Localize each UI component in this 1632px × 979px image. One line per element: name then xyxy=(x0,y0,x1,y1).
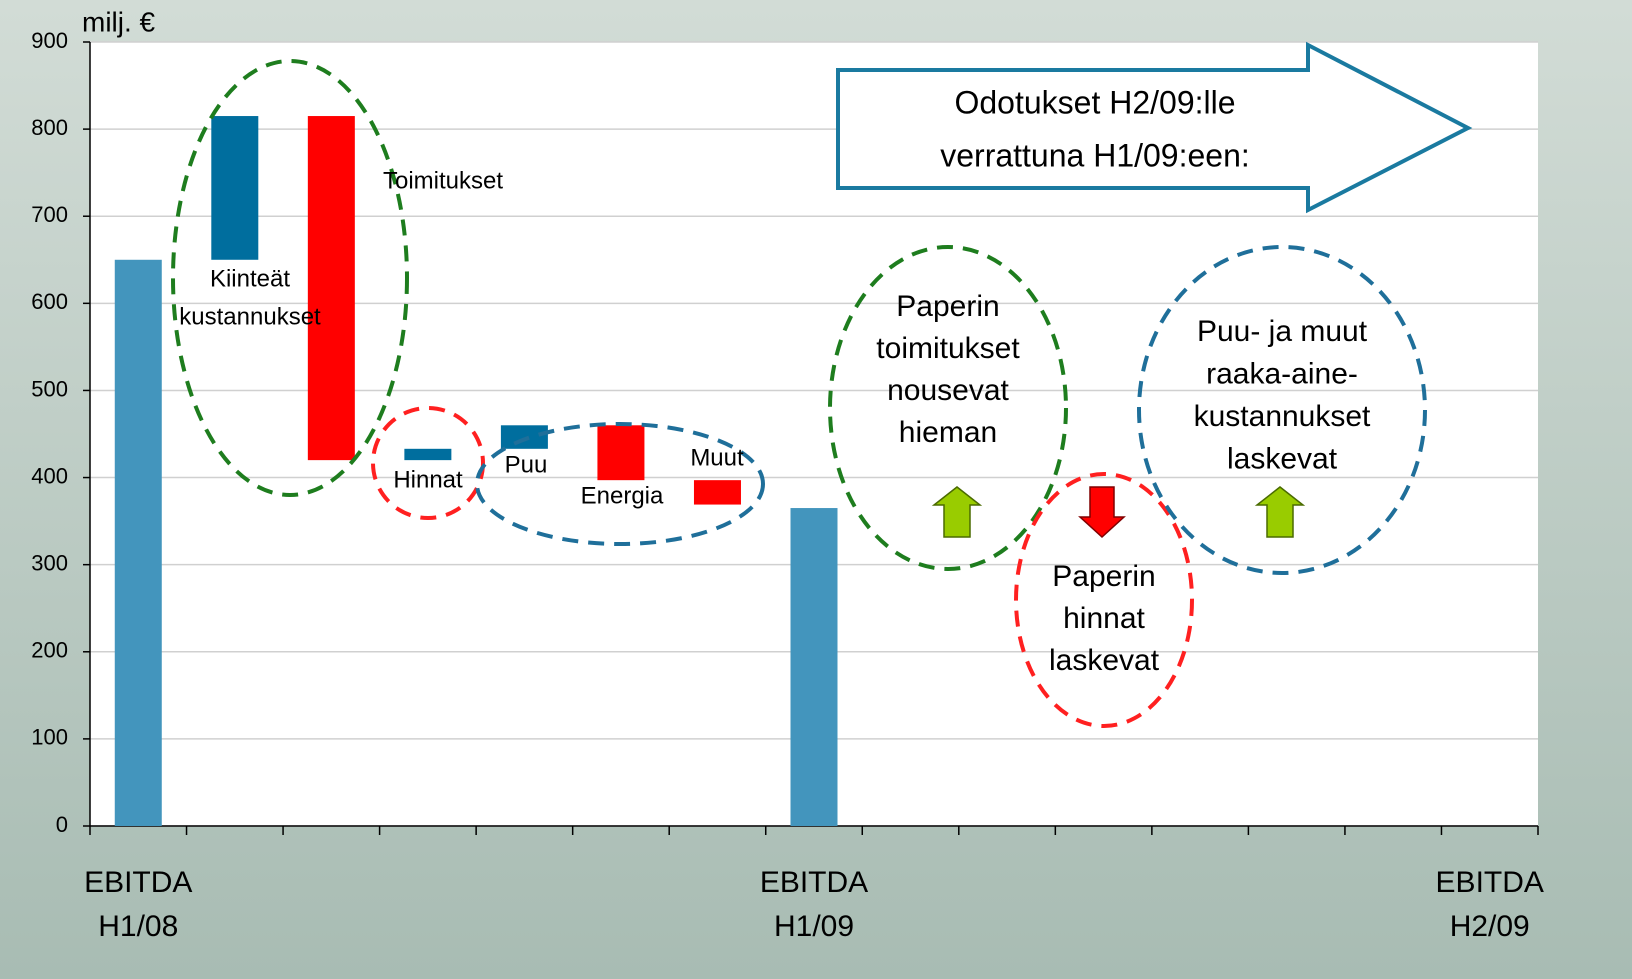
bar xyxy=(114,259,162,826)
x-tick-label: H1/08 xyxy=(98,910,178,943)
ellipse xyxy=(371,406,485,520)
bar xyxy=(500,425,548,449)
up-arrow xyxy=(1254,486,1306,538)
outlook-note: hinnat xyxy=(1063,602,1145,635)
y-tick-label: 400 xyxy=(31,463,68,488)
ellipse xyxy=(1137,245,1427,575)
y-tick-label: 500 xyxy=(31,376,68,401)
outlook-note: Paperin xyxy=(896,290,999,323)
outlook-note: laskevat xyxy=(1049,644,1160,677)
outlook-note: raaka-aine- xyxy=(1206,357,1358,390)
bar xyxy=(307,116,355,461)
y-tick-label: 0 xyxy=(56,812,68,837)
y-tick-label: 600 xyxy=(31,289,68,314)
y-tick-label: 900 xyxy=(31,28,68,53)
outlook-title: Odotukset H2/09:lle xyxy=(954,84,1235,120)
outlook-note: laskevat xyxy=(1227,442,1338,475)
bar-label: Puu xyxy=(505,451,548,478)
outlook-arrow xyxy=(836,41,1473,214)
y-tick-label: 800 xyxy=(31,115,68,140)
bar xyxy=(790,508,838,826)
y-tick-label: 100 xyxy=(31,725,68,750)
bar-label: kustannukset xyxy=(179,303,321,330)
bar xyxy=(211,116,259,260)
y-tick-label: 700 xyxy=(31,202,68,227)
x-tick-label: H2/09 xyxy=(1450,910,1530,943)
bar xyxy=(597,425,645,481)
y-tick-label: 300 xyxy=(31,550,68,575)
bar-label: Energia xyxy=(581,482,664,509)
bars xyxy=(114,116,838,826)
outlook-note: kustannukset xyxy=(1194,400,1371,433)
bar xyxy=(693,480,741,505)
down-arrow xyxy=(1078,486,1126,539)
y-tick-label: 200 xyxy=(31,638,68,663)
ellipse xyxy=(475,422,765,546)
outlook-note: Paperin xyxy=(1052,560,1155,593)
outlook-note: Puu- ja muut xyxy=(1197,315,1368,348)
y-axis-label: milj. € xyxy=(82,6,156,37)
bar xyxy=(404,448,452,461)
texts: 0 100 200 300 400 500 600 700 800 900 EBITDA H1/08 K… xyxy=(31,28,1544,943)
up-arrow xyxy=(931,486,983,538)
outlook-note: nousevat xyxy=(887,374,1009,407)
bar-label: Hinnat xyxy=(393,466,463,493)
ellipse xyxy=(1014,472,1194,728)
bar-label: Toimitukset xyxy=(383,167,503,194)
x-tick-label: EBITDA xyxy=(760,866,868,899)
x-tick-label: EBITDA xyxy=(84,866,192,899)
outlook-title: verrattuna H1/09:een: xyxy=(940,137,1250,173)
ellipses xyxy=(171,59,1427,728)
outlook-note: toimitukset xyxy=(876,332,1020,365)
x-tick-label: H1/09 xyxy=(774,910,854,943)
ellipse xyxy=(828,245,1068,571)
bar-label: Muut xyxy=(690,444,744,471)
ellipse xyxy=(171,59,409,497)
outlook-note: hieman xyxy=(899,416,997,449)
x-tick-label: EBITDA xyxy=(1436,866,1544,899)
bar-label: Kiinteät xyxy=(210,265,290,292)
